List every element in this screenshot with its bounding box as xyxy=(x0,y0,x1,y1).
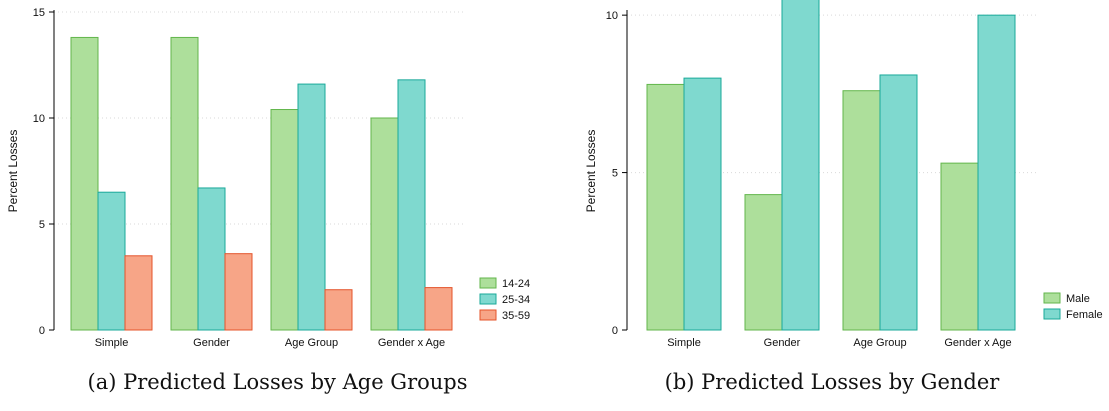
bar-gender-x-age-25-34 xyxy=(397,79,426,331)
x-tick-label: Simple xyxy=(95,337,129,349)
bar-gender-x-age-14-24 xyxy=(370,117,399,331)
legend-swatch xyxy=(479,277,497,289)
bar-gender-x-age-35-59 xyxy=(424,287,453,331)
legend-label: Female xyxy=(1066,309,1103,321)
x-tick-label: Gender xyxy=(764,337,801,349)
legend-swatch xyxy=(1043,292,1061,304)
caption-gender: (b) Predicted Losses by Gender xyxy=(664,370,1000,394)
bar-gender-14-24 xyxy=(170,36,199,331)
bar-gender-35-59 xyxy=(224,253,253,331)
bar-simple-14-24 xyxy=(70,36,99,331)
y-tick-label: 0 xyxy=(39,325,45,337)
bar-simple-25-34 xyxy=(97,191,126,331)
legend-swatch xyxy=(479,309,497,321)
legend-label: 35-59 xyxy=(502,310,530,322)
bar-gender-x-age-male xyxy=(940,162,979,331)
caption-age-groups: (a) Predicted Losses by Age Groups xyxy=(87,370,468,394)
y-tick-label: 10 xyxy=(606,10,618,22)
bar-simple-female xyxy=(683,77,722,331)
bar-gender-male xyxy=(744,194,783,331)
bar-simple-35-59 xyxy=(124,255,153,331)
bar-age-group-35-59 xyxy=(324,289,353,331)
y-tick-label: 5 xyxy=(612,168,618,180)
chart-age-groups: 0 5 10 15 Simple Gender Age Group Gender x Age P… xyxy=(6,7,530,349)
legend-swatch xyxy=(1043,308,1061,320)
legend-swatch xyxy=(479,293,497,305)
y-axis-label: Percent Losses xyxy=(6,130,20,213)
legend-label: 14-24 xyxy=(502,278,530,290)
bar-simple-male xyxy=(646,83,685,331)
x-tick-label: Age Group xyxy=(853,337,906,349)
bar-age-group-25-34 xyxy=(297,83,326,331)
legend-label: Male xyxy=(1066,293,1090,305)
x-tick-label: Age Group xyxy=(285,337,338,349)
y-tick-label: 0 xyxy=(612,325,618,337)
bar-age-group-14-24 xyxy=(270,109,299,331)
y-tick-label: 5 xyxy=(39,219,45,231)
bar-gender-female xyxy=(781,0,820,331)
y-tick-label: 15 xyxy=(33,7,45,19)
x-tick-label: Gender x Age xyxy=(944,337,1011,349)
y-tick-label: 10 xyxy=(33,113,45,125)
chart-gender: 0 5 10 Simple Gender Age Group Gender x Age Per… xyxy=(584,0,1103,349)
x-tick-label: Gender x Age xyxy=(378,337,445,349)
legend-label: 25-34 xyxy=(502,294,530,306)
x-tick-label: Gender xyxy=(193,337,230,349)
x-tick-label: Simple xyxy=(667,337,701,349)
bar-age-group-male xyxy=(842,90,881,331)
y-axis-label: Percent Losses xyxy=(584,130,598,213)
bar-gender-25-34 xyxy=(197,187,226,331)
bar-gender-x-age-female xyxy=(977,14,1016,331)
bar-age-group-female xyxy=(879,74,918,331)
